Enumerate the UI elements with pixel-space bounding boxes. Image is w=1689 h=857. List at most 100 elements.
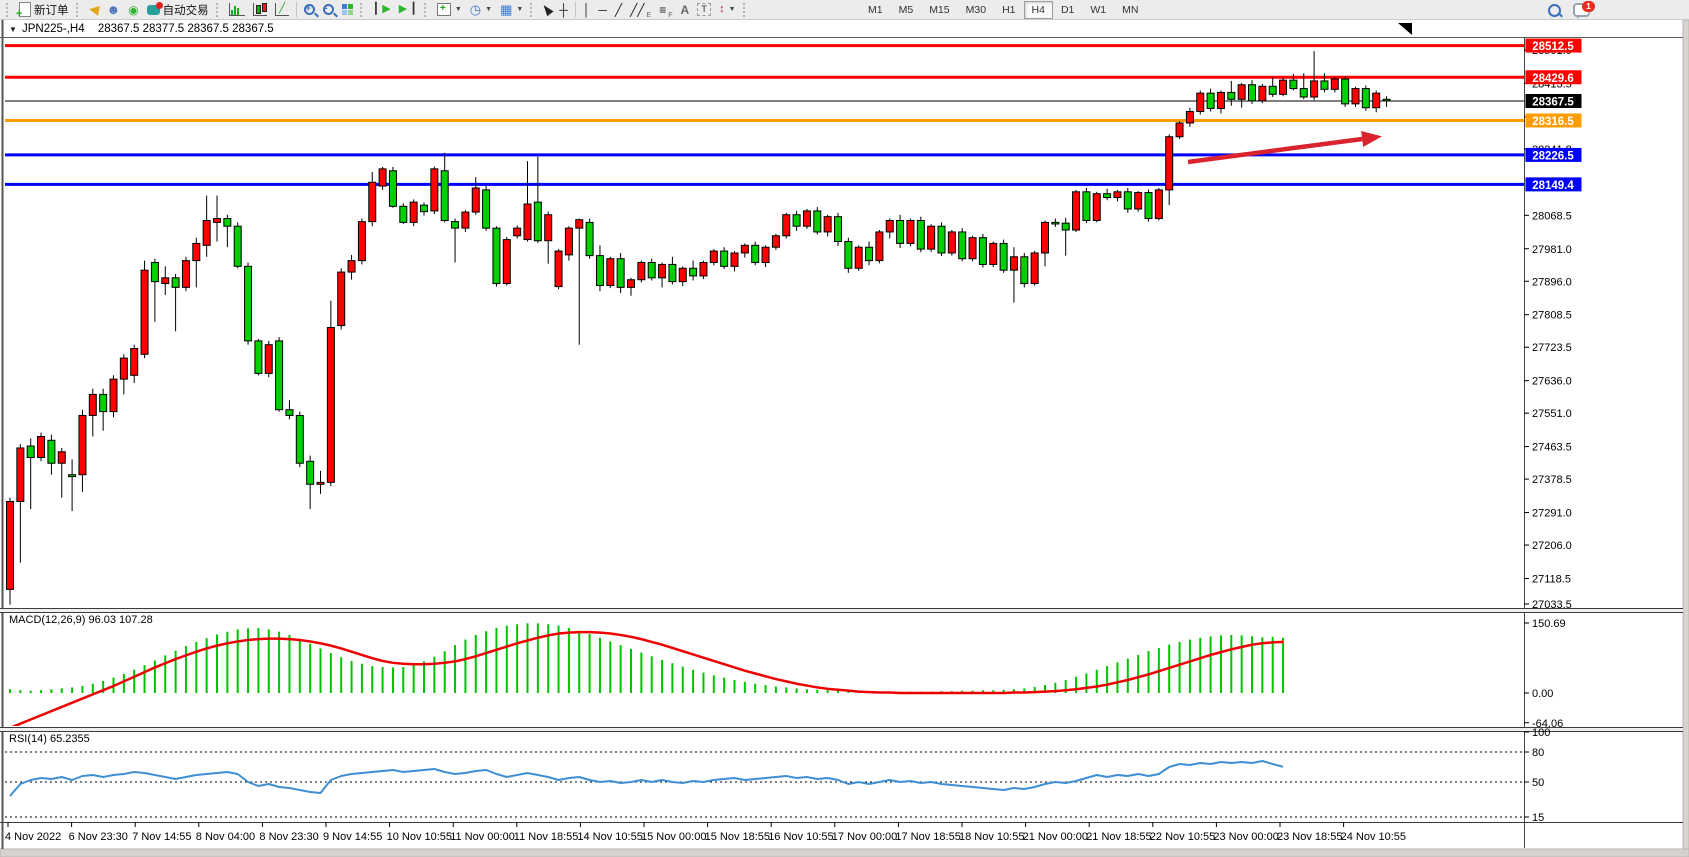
candle-body <box>1237 84 1246 100</box>
candle-body <box>958 231 967 260</box>
rsi-axis-label: 50 <box>1532 777 1544 789</box>
time-axis-label: 24 Nov 10:55 <box>1341 831 1406 843</box>
text-button[interactable]: A <box>680 2 690 17</box>
candle-body <box>937 225 946 254</box>
fibonacci-button[interactable]: ≡ F <box>659 2 673 19</box>
new-order-button-label: 新订单 <box>34 4 69 17</box>
new-order-button[interactable]: 新订单 <box>15 1 73 20</box>
signal-button[interactable]: ◉ <box>128 2 139 17</box>
period-button-m1[interactable]: M1 <box>868 4 883 16</box>
time-axis-label: 11 Nov 00:00 <box>450 831 515 843</box>
candle-body <box>492 227 501 285</box>
hline-button[interactable]: ─ <box>598 2 607 17</box>
time-axis-label: 4 Nov 2022 <box>5 831 61 843</box>
macd-signal-line <box>11 630 1284 726</box>
candle-body <box>1030 252 1039 285</box>
candle-body <box>1341 78 1350 105</box>
candle-body <box>802 210 811 227</box>
period-button-h4[interactable]: H4 <box>1023 1 1053 19</box>
period-button-d1[interactable]: D1 <box>1060 4 1075 16</box>
candle-body <box>26 445 35 459</box>
candle-body <box>595 255 604 286</box>
vline-button[interactable]: │ <box>582 2 591 17</box>
candle-body <box>316 481 325 485</box>
rsi-line <box>9 760 1284 797</box>
period-button-h1[interactable]: H1 <box>1002 4 1016 16</box>
trend-arrow-shaft[interactable] <box>1187 136 1363 165</box>
trendline-button[interactable]: ╱ <box>614 2 623 17</box>
price-axis-label: 27808.5 <box>1532 310 1572 322</box>
candle-body <box>1216 91 1225 109</box>
trend-arrow-head[interactable] <box>1361 131 1382 147</box>
panel-splitter[interactable] <box>0 608 1683 612</box>
chat-icon[interactable]: 1 <box>1573 1 1595 19</box>
candle-body <box>1299 88 1308 98</box>
price-badge <box>1525 70 1582 85</box>
candle-chart-button[interactable] <box>249 1 271 19</box>
tile-windows-button[interactable] <box>338 1 357 19</box>
candle-body <box>1113 191 1122 199</box>
macd-axis-label: 0.00 <box>1532 688 1553 700</box>
megaphone-button[interactable] <box>85 1 103 19</box>
time-axis-label: 7 Nov 14:55 <box>132 831 191 843</box>
candle-body <box>544 214 553 242</box>
main-panel <box>5 44 1524 605</box>
candle-body <box>585 221 594 257</box>
candle-body <box>1144 192 1153 220</box>
time-axis-label: 6 Nov 23:30 <box>69 831 128 843</box>
chevron-down-icon[interactable]: ▼ <box>485 6 493 13</box>
indicators-button[interactable]: ▼ <box>433 1 466 19</box>
support-button[interactable]: ☻ <box>106 2 121 17</box>
search-icon[interactable] <box>1548 3 1561 17</box>
candle-body <box>295 414 304 464</box>
time-axis-label: 15 Nov 18:55 <box>705 831 770 843</box>
shapes-button[interactable]: ↕ ▼ <box>719 3 736 15</box>
cursor-button[interactable] <box>539 1 555 19</box>
period-switcher: M1 M5 M15 M30 H1 H4 D1 W1 MN <box>860 1 1146 19</box>
candle-body <box>896 219 905 244</box>
candle-body <box>1082 191 1091 221</box>
chart-quote: 28367.5 28377.5 28367.5 28367.5 <box>98 23 274 35</box>
candle-body <box>968 237 977 260</box>
scroll-end-marker-icon[interactable] <box>1398 23 1412 35</box>
price-badge-label: 28149.4 <box>1532 180 1574 192</box>
channel-button[interactable]: ╱╱ E <box>630 2 652 19</box>
time-axis-label: 18 Nov 10:55 <box>959 831 1024 843</box>
chart-shift-button[interactable]: ▶ ┃ <box>398 3 417 15</box>
price-badge <box>1525 113 1582 128</box>
price-badge <box>1525 38 1582 53</box>
zoom-in-button[interactable]: + <box>300 1 319 19</box>
period-button-m15[interactable]: M15 <box>929 4 950 16</box>
candle-body <box>668 263 677 283</box>
collapse-icon[interactable]: ▼ <box>9 25 17 34</box>
candle-body <box>171 277 180 288</box>
candle-body <box>306 460 315 485</box>
templates-button[interactable]: ▦ ▼ <box>500 2 524 17</box>
time-axis-label: 14 Nov 10:55 <box>577 831 642 843</box>
right-scroll-strip[interactable] <box>1682 19 1689 857</box>
chevron-down-icon[interactable]: ▼ <box>728 6 736 13</box>
price-axis-label: 27118.5 <box>1532 574 1571 586</box>
autotrading-button[interactable]: 自动交易 <box>143 1 213 19</box>
line-chart-button[interactable]: ╱ <box>271 1 293 19</box>
auto-scroll-button[interactable]: ┃ ▶ <box>372 3 391 15</box>
bar-chart-button[interactable] <box>225 1 249 19</box>
candle-body <box>1103 193 1112 199</box>
candle-body <box>740 244 749 254</box>
macd-label: MACD(12,26,9) 96.03 107.28 <box>9 614 153 626</box>
candle-body <box>461 211 470 229</box>
candle-body <box>751 244 760 264</box>
period-button-mn[interactable]: MN <box>1122 4 1139 16</box>
crosshair-button[interactable]: ┼ <box>559 2 568 17</box>
candle-body <box>213 218 221 223</box>
label-button[interactable]: T <box>693 1 715 19</box>
zoom-out-button[interactable]: - <box>319 1 338 19</box>
period-button-m5[interactable]: M5 <box>898 4 914 16</box>
chevron-down-icon[interactable]: ▼ <box>454 6 462 13</box>
chevron-down-icon[interactable]: ▼ <box>516 6 524 13</box>
period-button-m30[interactable]: M30 <box>965 4 987 16</box>
period-button-w1[interactable]: W1 <box>1090 4 1107 16</box>
panel-splitter[interactable] <box>0 727 1683 731</box>
periods-button[interactable]: ◷ ▼ <box>469 2 493 17</box>
